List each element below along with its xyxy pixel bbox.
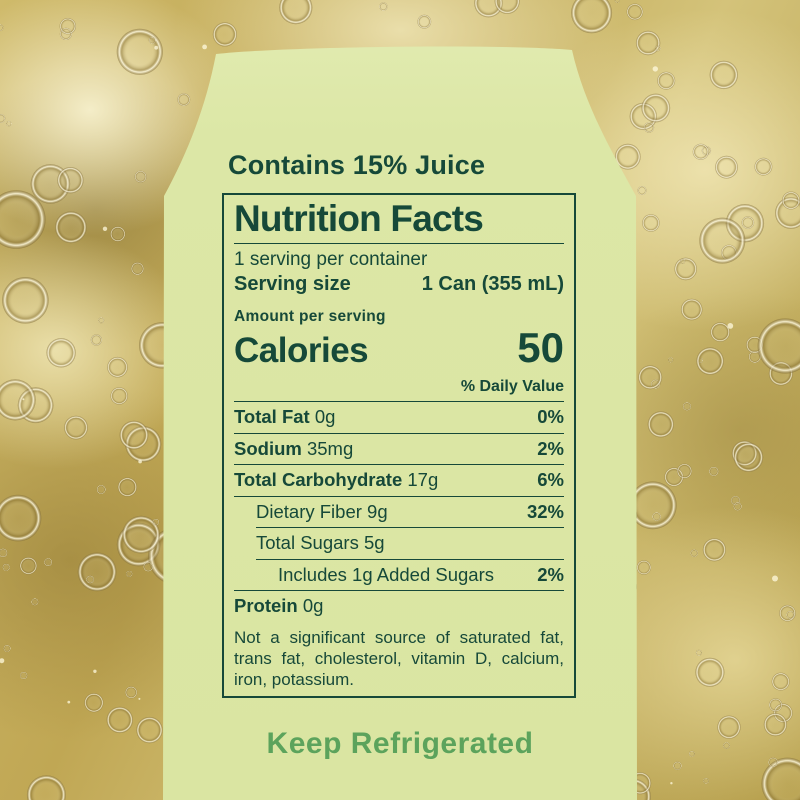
calories-label: Calories	[234, 331, 369, 371]
contains-juice-text: Contains 15% Juice	[228, 150, 486, 180]
daily-value-percent: 32%	[526, 500, 564, 522]
daily-value-percent: 0%	[537, 406, 564, 428]
nutrient-name-amount: Total Fat 0g	[234, 406, 336, 428]
nutrition-facts-panel: Nutrition Facts 1 serving per container …	[222, 193, 576, 698]
daily-value-percent: 6%	[537, 469, 564, 491]
amount-per-serving-label: Amount per serving	[234, 308, 386, 326]
calories-value: 50	[517, 324, 564, 372]
nutrient-name-amount: Total Sugars 5g	[256, 532, 385, 554]
nutrient-rows: Total Fat 0g 0% Sodium 35mg 2% Total Carbohy…	[234, 402, 564, 622]
serving-size-row: Serving size 1 Can (355 mL)	[234, 273, 564, 296]
nutrient-name-amount: Sodium 35mg	[234, 437, 354, 459]
row-divider	[234, 590, 564, 592]
calories-row: Calories 50	[234, 324, 564, 372]
nutrient-row: Sodium 35mg 2%	[234, 434, 564, 465]
row-divider	[256, 558, 564, 560]
nutrition-facts-title: Nutrition Facts	[234, 198, 484, 239]
row-divider	[256, 527, 564, 529]
row-divider	[234, 432, 564, 434]
nutrient-name-amount: Dietary Fiber 9g	[256, 500, 388, 522]
divider	[234, 242, 564, 244]
serving-size-value: 1 Can (355 mL)	[421, 273, 564, 296]
keep-refrigerated-text: Keep Refrigerated	[266, 727, 534, 760]
nutrient-row: Protein 0g	[234, 591, 564, 622]
daily-value-percent: 2%	[537, 563, 564, 585]
nutrient-row: Dietary Fiber 9g 32%	[234, 497, 564, 528]
footnote-text: Not a significant source of saturated fa…	[234, 627, 564, 689]
row-divider	[234, 495, 564, 497]
nutrient-row: Includes 1g Added Sugars 2%	[234, 560, 564, 591]
row-divider	[234, 464, 564, 466]
nutrient-row: Total Fat 0g 0%	[234, 402, 564, 433]
nutrient-name-amount: Includes 1g Added Sugars	[278, 563, 494, 585]
nutrient-name-amount: Protein 0g	[234, 595, 324, 617]
serving-size-label: Serving size	[234, 273, 351, 296]
nutrient-name-amount: Total Carbohydrate 17g	[234, 469, 439, 491]
nutrient-row: Total Carbohydrate 17g 6%	[234, 465, 564, 496]
daily-value-percent: 2%	[537, 437, 564, 459]
daily-value-header: % Daily Value	[234, 374, 564, 403]
nutrient-row: Total Sugars 5g	[234, 528, 564, 559]
servings-per-container: 1 serving per container	[234, 248, 428, 270]
